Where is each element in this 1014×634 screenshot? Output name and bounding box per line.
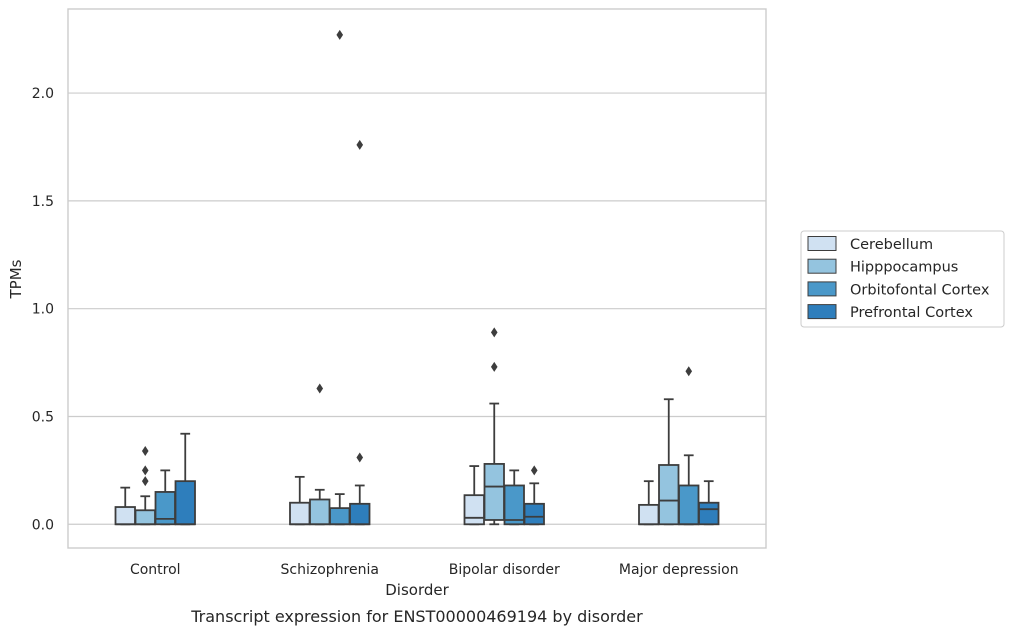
box-group xyxy=(658,398,680,526)
box xyxy=(658,464,680,526)
outlier-point xyxy=(490,327,498,338)
legend-swatch xyxy=(807,281,837,297)
outlier-point xyxy=(356,452,364,463)
box xyxy=(114,506,136,526)
legend-swatch xyxy=(807,258,837,274)
legend-label: Cerebellum xyxy=(850,237,933,253)
box-group xyxy=(134,445,156,526)
y-tick-labels: 0.0 0.5 1.0 1.5 2.0 xyxy=(32,86,54,533)
box xyxy=(134,509,156,526)
outlier-point xyxy=(336,29,344,40)
box-group xyxy=(174,432,196,526)
legend-entries: Cerebellum Hipppocampus Orbitofontal Corte… xyxy=(807,236,990,321)
x-tick-label: Bipolar disorder xyxy=(449,562,560,578)
y-tick-label: 1.5 xyxy=(32,194,54,210)
box-group xyxy=(503,469,525,526)
outlier-point xyxy=(356,139,364,150)
box xyxy=(174,480,196,526)
outlier-point xyxy=(141,445,149,456)
box-group xyxy=(289,475,311,526)
outlier-point xyxy=(141,476,149,487)
legend: Cerebellum Hipppocampus Orbitofontal Corte… xyxy=(800,230,1005,328)
box-group xyxy=(329,29,351,526)
box xyxy=(463,494,485,526)
x-tick-label: Major depression xyxy=(619,562,739,578)
y-tick-label: 1.0 xyxy=(32,302,54,318)
outlier-point xyxy=(490,361,498,372)
box xyxy=(329,507,351,526)
box-group xyxy=(523,465,545,526)
x-tick-label: Control xyxy=(130,562,181,578)
outlier-point xyxy=(530,465,538,476)
box-group xyxy=(483,327,505,526)
legend-swatch xyxy=(807,236,837,251)
gridlines xyxy=(68,92,766,525)
box xyxy=(523,502,545,526)
box-group xyxy=(309,383,331,526)
outlier-point xyxy=(685,366,693,377)
box xyxy=(678,484,700,526)
y-tick-label: 2.0 xyxy=(32,86,54,102)
box xyxy=(483,463,505,521)
y-tick-label: 0.0 xyxy=(32,517,54,533)
box-group xyxy=(154,469,176,526)
legend-label: Prefrontal Cortex xyxy=(850,305,973,321)
legend-label: Orbitofontal Cortex xyxy=(850,282,990,298)
box-group xyxy=(463,465,485,526)
box-group xyxy=(638,480,660,526)
x-axis-title: Disorder xyxy=(385,581,449,599)
outlier-point xyxy=(316,383,324,394)
chart-caption: Transcript expression for ENST0000046919… xyxy=(190,607,643,626)
y-axis-title: TPMs xyxy=(7,259,25,299)
box xyxy=(698,501,720,526)
box xyxy=(349,502,371,526)
box-group xyxy=(114,486,136,526)
legend-label: Hipppocampus xyxy=(850,260,958,276)
box xyxy=(309,498,331,526)
box xyxy=(289,501,311,526)
y-tick-label: 0.5 xyxy=(32,409,54,425)
x-tick-label: Schizophrenia xyxy=(281,562,379,578)
legend-swatch xyxy=(807,304,837,320)
legend-frame xyxy=(800,230,1005,328)
box-group xyxy=(678,366,700,526)
box-group xyxy=(349,139,371,526)
boxes xyxy=(114,29,720,526)
plot-frame xyxy=(67,8,767,549)
box xyxy=(638,503,660,526)
box xyxy=(503,484,525,526)
x-tick-labels: Control Schizophrenia Bipolar disorder Majo… xyxy=(130,562,739,578)
box-group xyxy=(698,480,720,526)
outlier-point xyxy=(141,465,149,476)
